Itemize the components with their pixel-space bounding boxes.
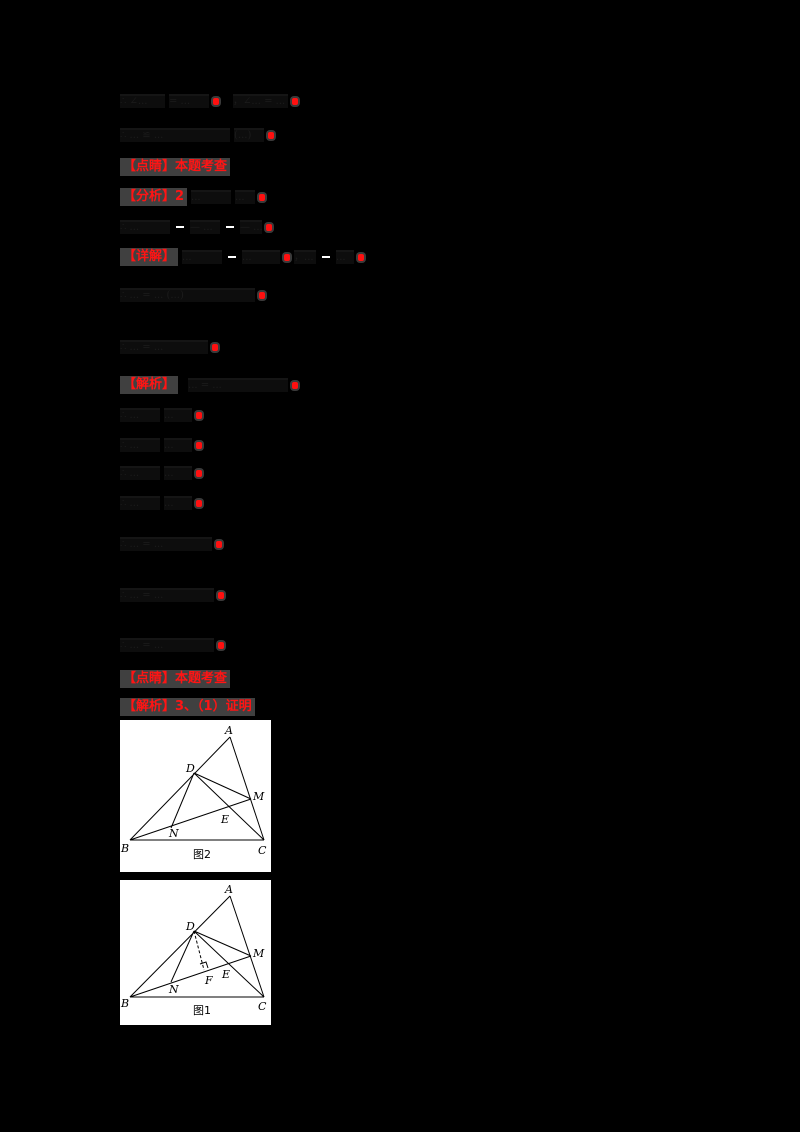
formula-line: ∴ ... ... [120, 462, 202, 484]
formula-text: ... [164, 438, 192, 452]
point-label: M [252, 790, 265, 803]
section-label-line: 【详解】 ... ... ，... ... [120, 246, 365, 268]
formula-text: ∴ ∠... [120, 94, 165, 108]
point-label: A [224, 883, 233, 896]
formula-text: ∴ ... = ... [120, 537, 212, 551]
formula-text: ... [164, 496, 192, 510]
equals-sign [226, 226, 234, 228]
formula-text: ∴ ... [120, 496, 160, 510]
figure-caption: 图2 [193, 848, 211, 861]
punctuation-mark [292, 381, 299, 389]
point-label: E [221, 968, 230, 981]
formula-line: ∴ ... = ... [120, 533, 222, 555]
punctuation-mark [213, 97, 219, 105]
point-label: N [168, 827, 179, 840]
formula-text: ∴ ... = ... [120, 588, 214, 602]
punctuation-mark [196, 469, 202, 477]
point-label: D [185, 762, 195, 775]
formula-text: ... [164, 466, 192, 480]
formula-line: ∴ ... ... [120, 434, 202, 456]
formula-text: ∴ ... = ... (...) [120, 288, 255, 302]
formula-text: ... [336, 250, 355, 264]
formula-text: ∴ ... [120, 408, 160, 422]
punctuation-mark [284, 253, 291, 261]
point-label: B [120, 997, 129, 1010]
formula-line: ∴ ... = ... [120, 336, 218, 358]
formula-text: — ... [190, 220, 220, 234]
punctuation-mark [358, 253, 365, 261]
formula-text: ，∠... = ... [233, 94, 288, 108]
formula-text: ∴ ... ≌ ... [120, 128, 230, 142]
punctuation-mark [218, 641, 224, 649]
punctuation-mark [268, 131, 274, 139]
formula-line: ∴ ... = ... (...) [120, 284, 265, 306]
formula-line: ∴ ... ≌ ... (...) [120, 124, 274, 146]
geometry-figure-1: A D M E F N B C 图1 [120, 880, 271, 1025]
punctuation-mark [212, 343, 218, 351]
punctuation-mark [266, 223, 272, 231]
section-label-line: 【点睛】本题考查 [120, 156, 231, 178]
formula-text: ... = ... [188, 378, 289, 392]
point-label: C [258, 1000, 267, 1013]
formula-text: ... [235, 190, 256, 204]
formula-text: ∴ ... = ... [120, 340, 208, 354]
formula-text: ... [191, 190, 232, 204]
equals-sign [322, 256, 331, 258]
punctuation-mark [196, 441, 202, 449]
equals-sign [228, 256, 237, 258]
triangle-diagram: A D M E F N B C 图1 [120, 883, 267, 1017]
formula-line: ∴ ... = ... [120, 584, 224, 606]
formula-line: ∴ ... = ... [120, 634, 224, 656]
section-label: 【点睛】本题考查 [120, 158, 231, 176]
point-label: M [252, 947, 265, 960]
formula-line: ∴ ... ... [120, 492, 202, 514]
triangle-diagram: A D M E N B C 图2 [120, 724, 267, 861]
section-label: 【解析】 [120, 376, 179, 394]
formula-text: — ... [240, 220, 262, 234]
point-label: B [120, 842, 129, 855]
point-label: D [185, 920, 195, 933]
formula-text: = ... [169, 94, 209, 108]
formula-text: ... [182, 250, 223, 264]
figure-caption: 图1 [193, 1004, 211, 1017]
section-label: 【解析】3、（1）证明 [120, 698, 255, 716]
point-label: A [224, 724, 233, 737]
equals-sign [176, 226, 184, 228]
formula-line: ∴ ∠... = ... ，∠... = ... [120, 90, 298, 112]
point-label: E [220, 813, 229, 826]
punctuation-mark [292, 97, 298, 105]
formula-text: ... [164, 408, 192, 422]
point-label: F [204, 974, 213, 987]
formula-text: (...) [234, 128, 264, 142]
section-label-line: 【解析】 ... = ... [120, 374, 299, 396]
formula-text: ∴ ... [120, 466, 160, 480]
formula-line: ∴ ... ... [120, 404, 202, 426]
punctuation-mark [196, 411, 202, 419]
section-label-line: 【解析】3、（1）证明 [120, 696, 255, 718]
section-label: 【详解】 [120, 248, 179, 266]
section-label-line: 【分析】2 ... ... [120, 186, 266, 208]
geometry-figure-2: A D M E N B C 图2 [120, 720, 271, 872]
formula-text: ∴ ... [120, 438, 160, 452]
section-label: 【分析】2 [120, 188, 188, 206]
formula-text: ∴ ... = ... [120, 638, 214, 652]
punctuation-mark [259, 193, 266, 201]
punctuation-mark [196, 499, 202, 507]
formula-text: ∴ ... [120, 220, 170, 234]
formula-line: ∴ ... — ... — ... [120, 216, 272, 238]
punctuation-mark [218, 591, 224, 599]
punctuation-mark [216, 540, 222, 548]
punctuation-mark [259, 291, 265, 299]
formula-text: ... [242, 250, 281, 264]
formula-text: ，... [294, 250, 317, 264]
point-label: N [168, 983, 179, 996]
point-label: C [258, 844, 267, 857]
section-label-line: 【点睛】本题考查 [120, 668, 231, 690]
section-label: 【点睛】本题考查 [120, 670, 231, 688]
